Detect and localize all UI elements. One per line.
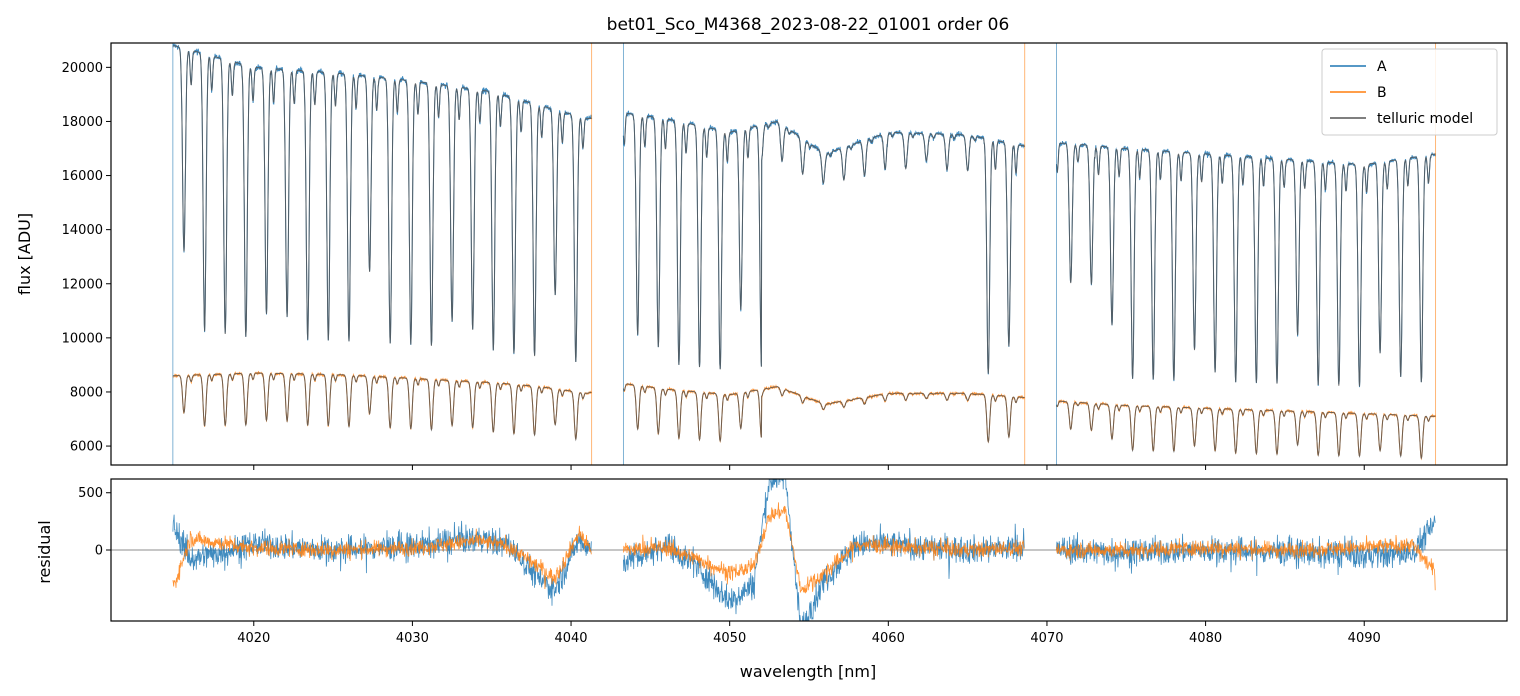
y-tick-label: 12000 [62,277,103,292]
y-tick-label: 20000 [62,61,103,76]
residual-x-ticks: 4020 4030 4040 4050 4060 4070 4080 4090 [237,621,1381,646]
x-tick-label: 4040 [554,631,587,646]
residual-series-b-line [172,502,1436,594]
spectrum-y-ticks: 6000 8000 10000 12000 14000 16000 18000 20000 [62,61,111,455]
legend-label-telluric-model: telluric model [1377,111,1473,127]
residual-y-tick-label: 0 [95,544,103,559]
legend-entry-b: B [1330,85,1387,101]
y-tick-label: 18000 [62,115,103,130]
residual-y-axis-label: residual [35,520,54,583]
x-tick-label: 4020 [237,631,270,646]
telluric-model-line-a [172,45,1436,387]
telluric-model-line-b [172,372,1436,460]
spectrum-x-ticks [253,465,1365,470]
spectrum-y-axis-label: flux [ADU] [15,213,34,295]
chart-title: bet01_Sco_M4368_2023-08-22_01001 order 0… [607,15,1010,35]
residual-plot-area [111,479,1507,621]
y-tick-label: 16000 [62,169,103,184]
y-tick-label: 10000 [62,331,103,346]
legend-entry-telluric-model: telluric model [1330,111,1473,127]
x-tick-label: 4030 [396,631,429,646]
legend-label-a: A [1377,59,1387,75]
residual-y-ticks: 0 500 [78,486,111,559]
x-tick-label: 4090 [1348,631,1381,646]
residual-y-tick-label: 500 [78,486,103,501]
spectrum-axes-frame [110,42,1508,466]
x-tick-label: 4070 [1030,631,1063,646]
y-tick-label: 8000 [70,385,103,400]
x-axis-label: wavelength [nm] [740,662,877,681]
legend-frame [1321,48,1498,136]
legend-label-b: B [1377,85,1387,101]
residual-panel: 0 500 4020 4030 4040 4050 4060 4070 4080 4090 re… [35,478,1508,681]
legend-entry-a: A [1330,59,1387,75]
legend: A B telluric model [1321,48,1498,136]
spectrum-panel: bet01_Sco_M4368_2023-08-22_01001 order 0… [15,15,1508,470]
y-tick-label: 6000 [70,440,103,455]
x-tick-label: 4050 [713,631,746,646]
x-tick-label: 4060 [872,631,905,646]
x-tick-label: 4080 [1189,631,1222,646]
y-tick-label: 14000 [62,223,103,238]
